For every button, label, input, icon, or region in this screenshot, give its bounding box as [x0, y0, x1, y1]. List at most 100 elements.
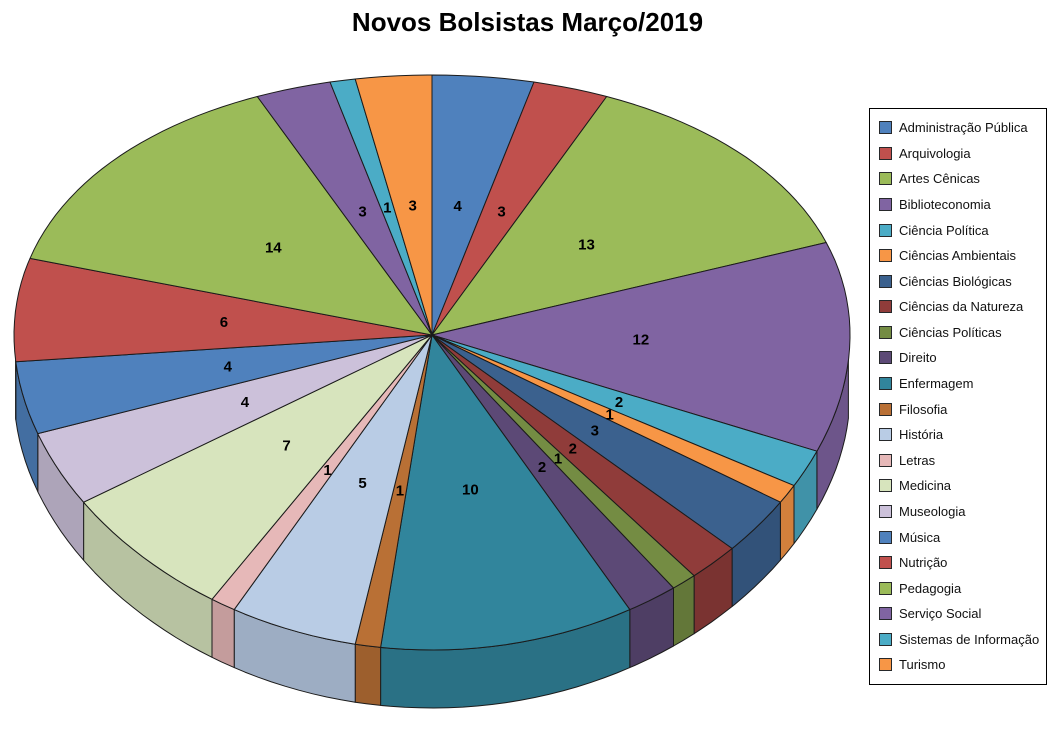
- legend-swatch-icon: [879, 453, 892, 467]
- legend-item-filosofia[interactable]: Filosofia: [879, 401, 1044, 417]
- slice-value-label-biblioteconomia: 12: [633, 331, 650, 348]
- legend-swatch-icon: [879, 223, 892, 237]
- slice-value-label-museologia: 4: [241, 394, 250, 411]
- pie-slice-servico-social[interactable]: [256, 81, 433, 336]
- legend-item-label: Arquivologia: [899, 145, 971, 161]
- legend-swatch-icon: [879, 556, 892, 570]
- slice-value-label-nutricao: 6: [220, 314, 228, 331]
- slice-value-label-ciencias-biologicas: 3: [591, 423, 599, 440]
- slice-value-label-servico-social: 3: [358, 204, 366, 221]
- legend-item-label: Ciências Biológicas: [899, 273, 1012, 289]
- legend-item-medicina[interactable]: Medicina: [879, 478, 1044, 494]
- legend-item-label: Música: [899, 529, 941, 545]
- pie-slice-ciencias-biologicas[interactable]: [431, 334, 781, 549]
- pie-slice-administracao-publica[interactable]: [431, 74, 535, 336]
- legend-swatch-icon: [879, 632, 892, 646]
- legend-swatch-icon: [879, 172, 892, 186]
- legend-item-museologia[interactable]: Museologia: [879, 503, 1044, 519]
- pie-slice-artes-cenicas[interactable]: [431, 96, 827, 336]
- legend-item-ciencias-politicas[interactable]: Ciências Políticas: [879, 324, 1044, 340]
- legend-item-label: Ciência Política: [899, 222, 989, 238]
- legend-item-historia[interactable]: História: [879, 427, 1044, 443]
- legend-item-label: Turismo: [899, 657, 946, 673]
- pie-slice-nutricao[interactable]: [13, 257, 433, 363]
- legend-swatch-icon: [879, 658, 892, 672]
- slice-value-label-administracao-publica: 4: [454, 198, 463, 215]
- legend-item-label: Enfermagem: [899, 376, 974, 392]
- legend-swatch-icon: [879, 402, 892, 416]
- slice-value-label-historia: 5: [358, 475, 366, 492]
- legend-swatch-icon: [879, 300, 892, 314]
- legend-item-sistemas-de-informacao[interactable]: Sistemas de Informação: [879, 631, 1044, 647]
- slice-value-label-enfermagem: 10: [462, 482, 479, 499]
- legend-item-label: Ciências Ambientais: [899, 248, 1017, 264]
- pie-slice-biblioteconomia[interactable]: [431, 242, 851, 452]
- legend-item-ciencias-ambientais[interactable]: Ciências Ambientais: [879, 248, 1044, 264]
- legend-item-musica[interactable]: Música: [879, 529, 1044, 545]
- pie-slice-side-filosofia: [354, 643, 382, 706]
- legend-item-label: Artes Cênicas: [899, 171, 980, 187]
- legend-item-label: Administração Pública: [899, 120, 1028, 136]
- legend-item-label: Direito: [899, 350, 937, 366]
- legend-item-ciencias-da-natureza[interactable]: Ciências da Natureza: [879, 299, 1044, 315]
- chart-legend: Administração Pública Arquivologia Artes C…: [869, 108, 1047, 685]
- legend-swatch-icon: [879, 274, 892, 288]
- slice-value-label-sistemas-de-informacao: 1: [383, 200, 391, 217]
- legend-item-direito[interactable]: Direito: [879, 350, 1044, 366]
- legend-item-label: Museologia: [899, 503, 966, 519]
- legend-item-label: Biblioteconomia: [899, 197, 991, 213]
- slice-value-label-ciencia-politica: 2: [615, 394, 623, 411]
- legend-swatch-icon: [879, 198, 892, 212]
- legend-item-administracao-publica[interactable]: Administração Pública: [879, 120, 1044, 136]
- slice-value-label-filosofia: 1: [396, 483, 404, 500]
- legend-item-label: História: [899, 427, 944, 443]
- legend-item-turismo[interactable]: Turismo: [879, 657, 1044, 673]
- legend-swatch-icon: [879, 607, 892, 621]
- legend-item-label: Sistemas de Informação: [899, 631, 1040, 647]
- pie-slice-side-letras: [211, 598, 235, 669]
- pie-slice-pedagogia[interactable]: [29, 96, 433, 336]
- pie-slice-enfermagem[interactable]: [380, 334, 631, 651]
- legend-swatch-icon: [879, 146, 892, 160]
- legend-item-pedagogia[interactable]: Pedagogia: [879, 581, 1044, 595]
- chart-title: Novos Bolsistas Março/2019: [351, 7, 704, 37]
- legend-item-ciencias-biologicas[interactable]: Ciências Biológicas: [879, 273, 1044, 289]
- slice-value-label-artes-cenicas: 13: [578, 236, 595, 253]
- legend-item-letras[interactable]: Letras: [879, 452, 1044, 468]
- legend-item-servico-social[interactable]: Serviço Social: [879, 606, 1044, 622]
- slice-value-label-letras: 1: [323, 462, 331, 479]
- legend-swatch-icon: [879, 325, 892, 339]
- slice-value-label-ciencias-ambientais: 1: [606, 407, 614, 424]
- legend-item-label: Filosofia: [899, 401, 948, 417]
- legend-swatch-icon: [879, 249, 892, 263]
- legend-swatch-icon: [879, 581, 892, 595]
- slice-value-label-pedagogia: 14: [265, 239, 282, 256]
- slice-value-label-ciencias-politicas: 1: [554, 451, 562, 468]
- pie-slice-medicina[interactable]: [83, 334, 433, 600]
- legend-item-nutricao[interactable]: Nutrição: [879, 556, 1044, 570]
- slice-value-label-direito: 2: [538, 459, 546, 476]
- slice-value-label-musica: 4: [224, 358, 233, 375]
- legend-swatch-icon: [879, 377, 892, 391]
- legend-item-enfermagem[interactable]: Enfermagem: [879, 376, 1044, 392]
- pie-slice-turismo[interactable]: [354, 74, 433, 336]
- legend-item-biblioteconomia[interactable]: Biblioteconomia: [879, 197, 1044, 213]
- legend-item-label: Serviço Social: [899, 606, 982, 622]
- legend-item-label: Medicina: [899, 478, 952, 494]
- slice-value-label-turismo: 3: [409, 198, 417, 215]
- slice-value-label-arquivologia: 3: [497, 204, 505, 221]
- legend-item-label: Ciências da Natureza: [899, 299, 1024, 315]
- pie-slice-arquivologia[interactable]: [431, 81, 608, 336]
- legend-swatch-icon: [879, 121, 892, 135]
- pie-slice-historia[interactable]: [233, 334, 433, 645]
- slice-value-label-medicina: 7: [282, 437, 290, 454]
- legend-swatch-icon: [879, 351, 892, 365]
- legend-item-label: Ciências Políticas: [899, 324, 1002, 340]
- legend-item-artes-cenicas[interactable]: Artes Cênicas: [879, 171, 1044, 187]
- legend-item-ciencia-politica[interactable]: Ciência Política: [879, 222, 1044, 238]
- legend-item-label: Letras: [899, 452, 936, 468]
- slice-value-label-ciencias-da-natureza: 2: [569, 441, 577, 458]
- legend-item-arquivologia[interactable]: Arquivologia: [879, 145, 1044, 161]
- legend-swatch-icon: [879, 530, 892, 544]
